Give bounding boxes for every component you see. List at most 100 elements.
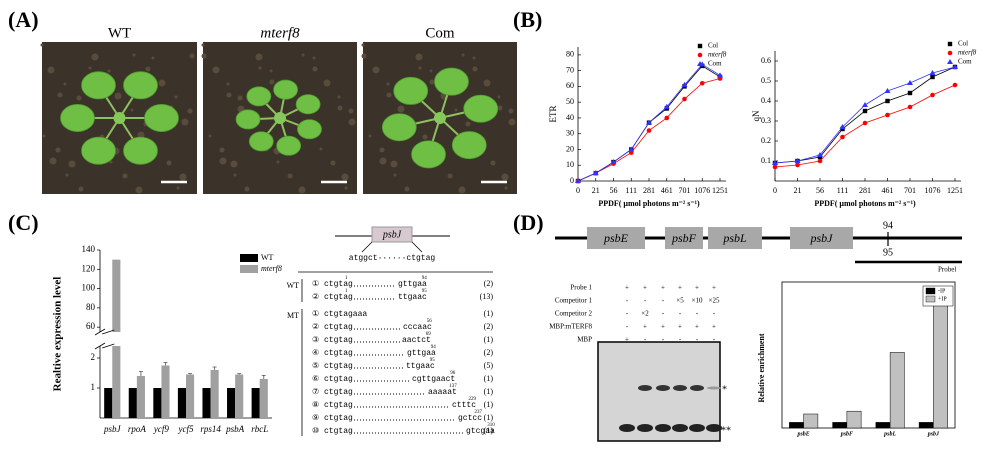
x-tick-label: 1076 bbox=[694, 186, 710, 195]
soil bbox=[88, 66, 92, 70]
sequence-end: gttgaa bbox=[407, 349, 436, 358]
clone-count: (1) bbox=[484, 309, 494, 318]
marker bbox=[885, 112, 890, 118]
leaf bbox=[381, 113, 417, 142]
sequence-start: ctgtag bbox=[324, 362, 353, 371]
row-number: ⑨ bbox=[312, 413, 319, 422]
sequence-position: 95 bbox=[430, 358, 436, 363]
bar bbox=[186, 374, 195, 418]
soil bbox=[258, 66, 262, 70]
gene-ends: atggct······ctgtag bbox=[349, 254, 436, 263]
break-mark bbox=[94, 342, 106, 350]
rosette-center bbox=[113, 112, 126, 124]
row-number: ④ bbox=[312, 348, 319, 357]
soil bbox=[91, 53, 99, 61]
x-axis-title: PPDF( μmol photons m⁻² s⁻¹) bbox=[598, 199, 700, 208]
soil bbox=[368, 134, 372, 138]
band-marker: ** bbox=[721, 425, 731, 436]
error-bar bbox=[188, 373, 193, 375]
marker bbox=[575, 178, 581, 183]
sequence-position: 1 bbox=[345, 276, 348, 281]
sequence-position: 96 bbox=[450, 371, 456, 376]
lane-entry: + bbox=[712, 323, 716, 331]
x-tick-label: ycf5 bbox=[178, 424, 194, 434]
soil bbox=[497, 105, 503, 111]
gene-name: psbJ bbox=[810, 231, 834, 245]
soil bbox=[287, 173, 293, 179]
photo-label: Com bbox=[425, 25, 455, 41]
lane-entry: - bbox=[626, 310, 629, 318]
lane-entry: ×10 bbox=[692, 297, 703, 305]
lane-entry: ×5 bbox=[676, 297, 684, 305]
bar bbox=[933, 296, 948, 429]
shift-band bbox=[707, 386, 721, 390]
y-tick-label: 0.2 bbox=[761, 136, 771, 145]
soil bbox=[379, 147, 385, 153]
leaf bbox=[434, 67, 469, 96]
soil bbox=[55, 147, 61, 153]
clone-count: (2) bbox=[484, 322, 494, 331]
soil bbox=[361, 43, 365, 47]
soil bbox=[49, 157, 57, 165]
band-marker: * bbox=[722, 384, 727, 395]
soil bbox=[490, 160, 496, 166]
bar bbox=[875, 422, 891, 429]
marker bbox=[952, 82, 958, 88]
marker bbox=[717, 76, 723, 81]
site-label: 95 bbox=[883, 247, 893, 258]
group-label: MT bbox=[287, 311, 299, 320]
lane-entry: + bbox=[695, 284, 699, 292]
y-tick-label: 20 bbox=[566, 144, 574, 153]
lane-entry: + bbox=[678, 284, 682, 292]
soil bbox=[301, 53, 305, 57]
soil bbox=[181, 118, 189, 126]
sequence-start: ctgtagaaa bbox=[324, 310, 367, 319]
soil bbox=[219, 147, 225, 153]
soil bbox=[137, 131, 145, 139]
soil bbox=[298, 186, 306, 194]
y-tick-label: 0.4 bbox=[761, 96, 771, 105]
y-tick-label: 70 bbox=[566, 65, 574, 74]
bar bbox=[210, 370, 219, 418]
y-tick-label: 0 bbox=[570, 176, 574, 185]
legend-label: Col bbox=[958, 40, 968, 48]
gene-box bbox=[587, 227, 645, 249]
rosette-center bbox=[274, 112, 286, 124]
legend-swatch bbox=[240, 254, 258, 262]
panel-label: (A) bbox=[8, 7, 39, 32]
marker bbox=[817, 152, 823, 157]
soil bbox=[122, 173, 128, 179]
y-tick-label: 60 bbox=[566, 81, 574, 90]
leaf bbox=[411, 140, 446, 169]
x-tick-label: 21 bbox=[794, 186, 802, 195]
soil bbox=[189, 53, 195, 59]
x-tick-label: psbJ bbox=[927, 431, 940, 437]
lane-entry: - bbox=[662, 297, 665, 305]
y-tick-label: 0.6 bbox=[761, 56, 771, 65]
bar bbox=[259, 379, 268, 418]
panel-label: (C) bbox=[8, 210, 39, 235]
lane-entry: - bbox=[713, 336, 716, 344]
lane-entry: + bbox=[625, 336, 629, 344]
x-tick-label: 281 bbox=[859, 186, 871, 195]
legend-label: +IP bbox=[938, 296, 947, 302]
x-tick-label: 701 bbox=[679, 186, 691, 195]
sequence-end: cccaac bbox=[403, 323, 432, 332]
shift-band bbox=[690, 385, 704, 391]
marker bbox=[947, 59, 953, 64]
gene-connector bbox=[361, 241, 423, 253]
break-mark bbox=[94, 328, 106, 336]
marker bbox=[907, 104, 913, 110]
marker bbox=[884, 88, 891, 93]
gene-box bbox=[790, 227, 853, 249]
soil bbox=[429, 79, 435, 85]
error-bar bbox=[212, 366, 217, 370]
soil bbox=[508, 108, 514, 114]
break-mark bbox=[102, 343, 115, 349]
marker bbox=[664, 115, 670, 121]
y-tick-label: 80 bbox=[566, 50, 574, 59]
gene-name: psbF bbox=[671, 231, 697, 245]
soil bbox=[230, 160, 238, 168]
soil bbox=[344, 186, 348, 190]
